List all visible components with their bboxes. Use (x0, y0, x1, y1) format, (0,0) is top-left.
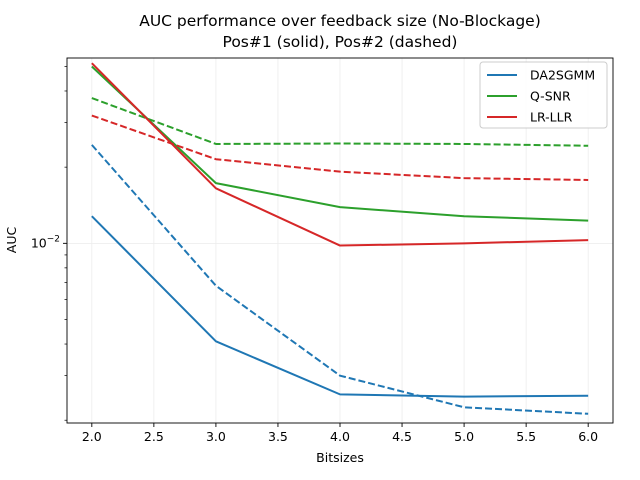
y-axis-label: AUC (4, 227, 19, 254)
legend-label: Q-SNR (530, 89, 571, 104)
legend-label: DA2SGMM (530, 68, 595, 83)
chart-title: AUC performance over feedback size (No-B… (139, 12, 541, 30)
x-tick-label: 5.5 (516, 429, 536, 444)
x-axis-label: Bitsizes (316, 450, 364, 465)
x-tick-label: 4.5 (392, 429, 412, 444)
x-tick-label: 6.0 (578, 429, 598, 444)
legend-label: LR-LLR (530, 110, 573, 125)
x-tick-label: 2.0 (82, 429, 102, 444)
x-tick-label: 2.5 (144, 429, 164, 444)
x-tick-label: 4.0 (330, 429, 350, 444)
legend-box (479, 61, 608, 129)
legend: DA2SGMM Q-SNR LR-LLR (479, 61, 608, 129)
x-tick-label: 3.5 (268, 429, 288, 444)
x-tick-label: 3.0 (206, 429, 226, 444)
x-tick-label: 5.0 (454, 429, 474, 444)
plot-series (91, 62, 589, 415)
y-axis-ticks: 10−2 (31, 66, 67, 421)
x-axis-ticks: 2.0 2.5 3.0 3.5 4.0 4.5 5.0 5.5 6.0 (82, 423, 598, 444)
y-tick-label: 10−2 (31, 234, 60, 250)
chart-subtitle: Pos#1 (solid), Pos#2 (dashed) (223, 33, 458, 51)
